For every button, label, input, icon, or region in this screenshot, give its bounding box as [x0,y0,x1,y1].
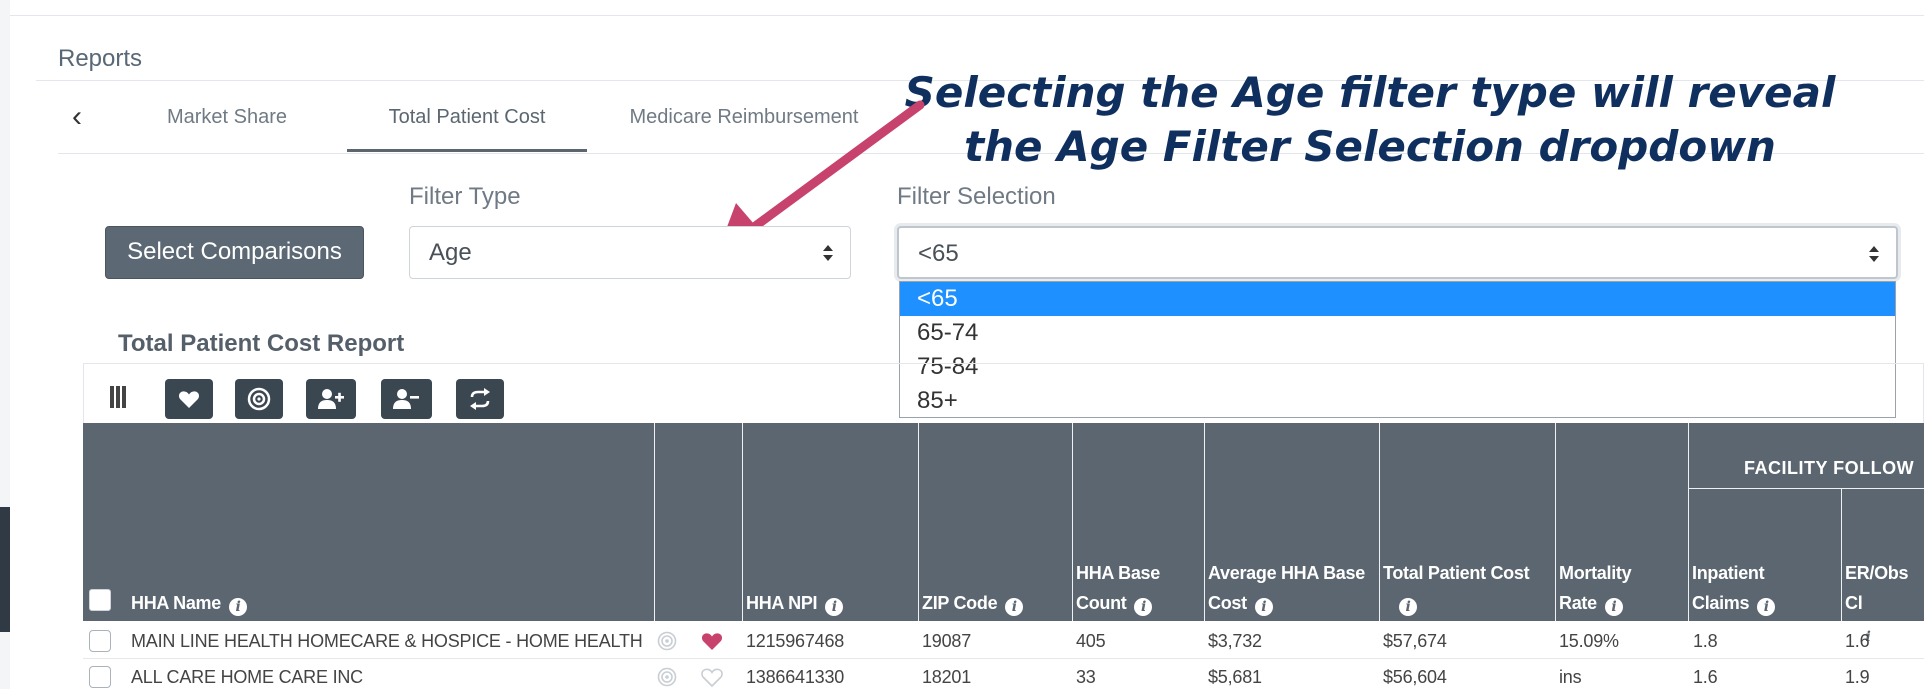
cell-average-hha-base-cost: $3,732 [1208,631,1262,651]
info-icon[interactable]: i [1134,598,1153,616]
heart-outline-icon[interactable] [700,665,724,689]
select-caret-icon [823,245,833,261]
row-checkbox[interactable] [89,630,111,652]
info-icon[interactable]: i [1399,598,1417,616]
filter-selection-dropdown: <65 65-74 75-84 85+ [899,281,1896,418]
filter-type-label: Filter Type [409,183,521,210]
dropdown-option-under-65[interactable]: <65 [900,282,1895,316]
cell-mortality-rate: 15.09% [1559,631,1619,651]
info-icon[interactable]: i [1757,598,1776,616]
select-caret-icon [1869,246,1879,262]
column-divider [742,423,743,621]
user-plus-icon [318,389,344,409]
column-divider [918,423,919,621]
column-divider [1688,423,1689,621]
column-divider [1072,423,1073,621]
user-minus-icon [393,389,419,409]
cell-inpatient-claims: 1.8 [1693,631,1718,651]
info-icon[interactable]: i [825,598,844,616]
dropdown-option-65-74[interactable]: 65-74 [917,319,979,346]
tab-total-patient-cost[interactable]: Total Patient Cost [347,104,587,152]
table-row[interactable]: ALL CARE HOME CARE INC 1386641330 18201 … [83,659,1924,689]
cell-hha-npi: 1215967468 [746,631,845,651]
target-icon [247,387,271,411]
page-title: Reports [58,45,143,72]
filter-selection-value: <65 [918,240,959,267]
report-toolbar [83,363,1924,425]
target-icon[interactable] [657,667,677,687]
tab-market-share[interactable]: Market Share [166,106,288,128]
column-divider [1379,423,1380,621]
column-header-hha-npi[interactable]: HHA NPI i [746,588,844,618]
info-icon[interactable]: i [228,598,247,616]
cell-hha-npi: 1386641330 [746,667,845,687]
cell-average-hha-base-cost: $5,681 [1208,667,1262,687]
column-divider [1555,423,1556,621]
cell-zip-code: 18201 [922,667,972,687]
column-header-inpatient-claims[interactable]: Inpatient Claims i [1692,558,1776,618]
filter-selection-select[interactable]: <65 [897,226,1898,279]
info-icon[interactable]: i [1005,598,1024,616]
cell-total-patient-cost: $57,674 [1383,631,1447,651]
annotation-line-2: the Age Filter Selection dropdown [964,122,1776,171]
refresh-icon [470,388,490,410]
column-header-average-hha-base-cost[interactable]: Average HHA Base Cost i [1208,563,1365,616]
select-all-checkbox[interactable] [89,589,111,611]
dropdown-option-85-plus[interactable]: 85+ [917,387,958,414]
column-header-mortality-rate[interactable]: Mortality Rate i [1559,563,1632,616]
table-header [83,423,1924,621]
cell-hha-name[interactable]: ALL CARE HOME CARE INC [131,667,363,687]
target-icon[interactable] [657,631,677,651]
tabs-divider [58,153,1924,154]
annotation-line-1: Selecting the Age filter type will revea… [904,68,1836,117]
cell-total-patient-cost: $56,604 [1383,667,1447,687]
filter-selection-label: Filter Selection [897,183,1056,210]
heart-icon [178,391,200,408]
cell-inpatient-claims: 1.6 [1693,667,1718,687]
cell-er-obs-claims: 1.9 [1845,667,1870,687]
info-icon[interactable]: i [1859,628,1877,646]
info-icon[interactable]: i [1604,598,1623,616]
top-bar [10,0,1924,16]
column-divider [654,423,655,621]
cell-hha-name[interactable]: MAIN LINE HEALTH HOMECARE & HOSPICE - HO… [131,631,643,651]
favorite-filter-button[interactable] [165,379,213,419]
refresh-button[interactable] [456,379,504,419]
row-checkbox[interactable] [89,666,111,688]
select-comparisons-button[interactable]: Select Comparisons [105,226,364,279]
column-header-hha-name[interactable]: HHA Name i [131,588,247,618]
filter-type-value: Age [429,239,472,266]
columns-icon[interactable] [110,386,126,408]
target-filter-button[interactable] [235,379,283,419]
dropdown-option-75-84[interactable]: 75-84 [917,353,979,380]
report-title: Total Patient Cost Report [118,330,405,357]
annotation-callout: Selecting the Age filter type will revea… [900,66,1840,174]
cell-er-obs-claims: 1.6 [1845,631,1870,651]
sidebar-dark-block [0,507,10,632]
table-row[interactable]: MAIN LINE HEALTH HOMECARE & HOSPICE - HO… [83,623,1924,659]
column-header-total-patient-cost[interactable]: Total Patient Cost i [1383,563,1530,616]
info-icon[interactable]: i [1254,598,1273,616]
group-header-divider [1689,488,1924,489]
column-header-er-obs-claims[interactable]: ER/Obs Cl i [1845,563,1909,646]
cell-mortality-rate: ins [1559,667,1582,687]
cell-zip-code: 19087 [922,631,972,651]
column-divider [1204,423,1205,621]
tab-medicare-reimbursement[interactable]: Medicare Reimbursement [629,106,859,128]
heart-icon[interactable] [700,629,724,653]
column-header-hha-base-count[interactable]: HHA Base Count i [1076,563,1160,616]
column-header-zip-code[interactable]: ZIP Code i [922,588,1024,618]
filter-type-select[interactable]: Age [409,226,851,279]
cell-hha-base-count: 33 [1076,667,1096,687]
left-sidebar-edge [0,0,10,689]
column-divider [1841,488,1842,621]
tabs-back-chevron-icon[interactable]: ‹ [72,100,82,133]
remove-user-button[interactable] [381,379,432,419]
divider [36,80,1924,81]
facility-follow-group-header: FACILITY FOLLOW [1744,458,1915,478]
cell-hha-base-count: 405 [1076,631,1106,651]
add-user-button[interactable] [306,379,356,419]
